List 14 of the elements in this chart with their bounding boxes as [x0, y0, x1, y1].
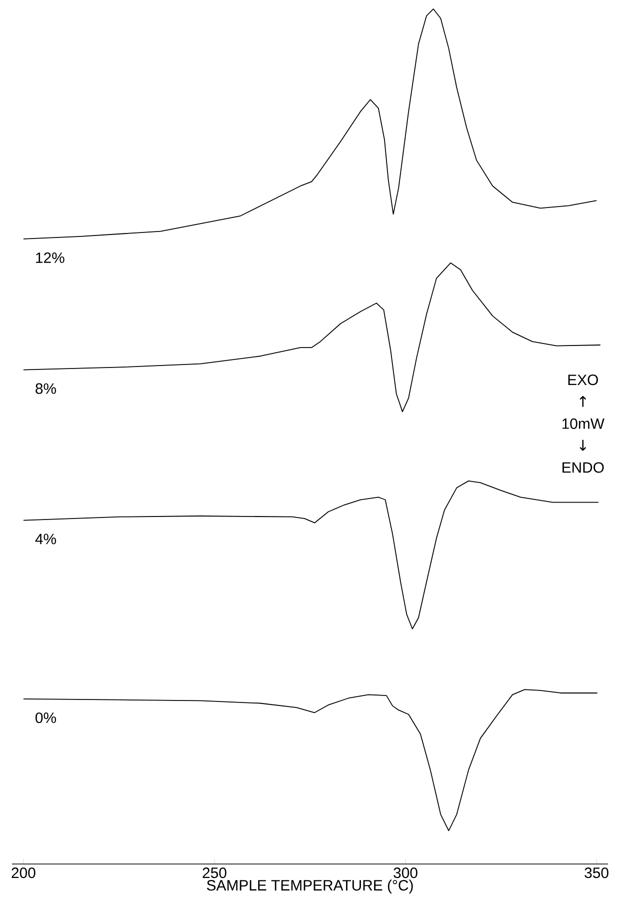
x-tick-label: 300: [394, 868, 418, 878]
series-label: 12%: [36, 252, 64, 263]
x-tick-label: 350: [584, 868, 608, 878]
series-label: 4%: [35, 534, 56, 544]
annotation: 10mW: [562, 418, 604, 429]
annotation: ENDO: [562, 462, 604, 473]
series-label: 8%: [36, 383, 56, 394]
x-tick-label: 200: [12, 868, 36, 878]
annotation: ↑: [580, 396, 586, 407]
series-label: 0%: [36, 712, 56, 724]
x-tick-label: 250: [202, 868, 226, 878]
annotation: ↓: [580, 440, 586, 451]
x-axis-title: SAMPLE TEMPERATURE (°C): [206, 880, 413, 894]
annotation: EXO: [568, 374, 598, 386]
